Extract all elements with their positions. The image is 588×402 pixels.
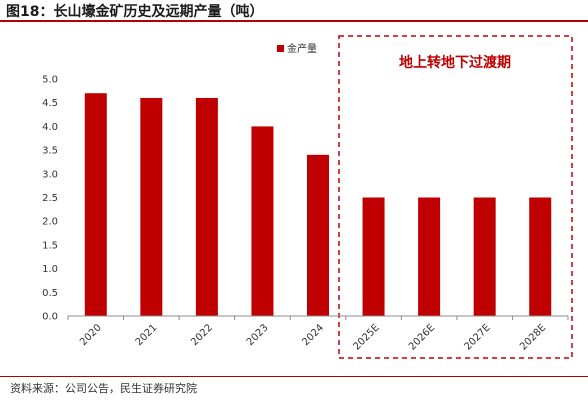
title-divider	[0, 20, 588, 22]
y-tick-label: 5.0	[42, 75, 58, 86]
legend-swatch	[277, 45, 284, 52]
x-tick-label: 2026E	[407, 322, 437, 352]
legend-label: 金产量	[287, 42, 317, 55]
x-tick-label: 2027E	[463, 322, 493, 352]
y-tick-label: 3.0	[42, 169, 58, 180]
y-axis: 0.0 0.5 1.0 1.5 2.0 2.5 3.0 3.5 4.0 4.5 5.0	[42, 75, 58, 323]
x-tick-label: 2020	[78, 322, 104, 348]
x-tick-label: 2021	[134, 322, 160, 348]
x-tick-labels: 2020 2021 2022 2023 2024 2025E 2026E 2027E 2028E	[78, 322, 548, 352]
bars	[84, 93, 552, 317]
x-tick-label: 2025E	[351, 322, 381, 352]
bar-2027e	[473, 197, 496, 316]
x-axis	[67, 315, 569, 320]
figure-title: 图18：长山壕金矿历史及远期产量（吨）	[6, 4, 264, 20]
y-tick-label: 2.5	[42, 193, 58, 204]
y-tick-label: 3.5	[42, 146, 58, 157]
annotation-dashed-box	[338, 35, 573, 359]
annotation-group: 地上转地下过渡期	[338, 35, 573, 359]
y-tick-label: 4.0	[42, 122, 58, 133]
y-tick-label: 1.5	[42, 240, 58, 251]
footer-divider	[0, 376, 588, 377]
x-tick-label: 2022	[189, 322, 215, 348]
legend: 金产量	[277, 42, 317, 55]
bar-2026e	[418, 197, 441, 316]
bar-2028e	[529, 197, 552, 316]
source-note: 资料来源：公司公告，民生证券研究院	[10, 382, 197, 395]
x-tick-label: 2024	[300, 322, 326, 348]
bar-2024	[307, 154, 329, 316]
bar-2020	[84, 93, 107, 316]
y-tick-label: 1.0	[42, 264, 58, 275]
y-tick-label: 0.5	[42, 288, 58, 299]
x-tick-label: 2023	[245, 322, 271, 348]
annotation-label: 地上转地下过渡期	[399, 54, 511, 71]
bar-2021	[140, 97, 163, 317]
y-tick-label: 2.0	[42, 217, 58, 228]
y-tick-label: 4.5	[42, 98, 58, 109]
bar-2025e	[362, 197, 385, 316]
y-tick-label: 0.0	[42, 312, 58, 323]
x-tick-label: 2028E	[518, 322, 548, 352]
bar-2023	[251, 126, 274, 317]
bar-2022	[195, 97, 218, 317]
